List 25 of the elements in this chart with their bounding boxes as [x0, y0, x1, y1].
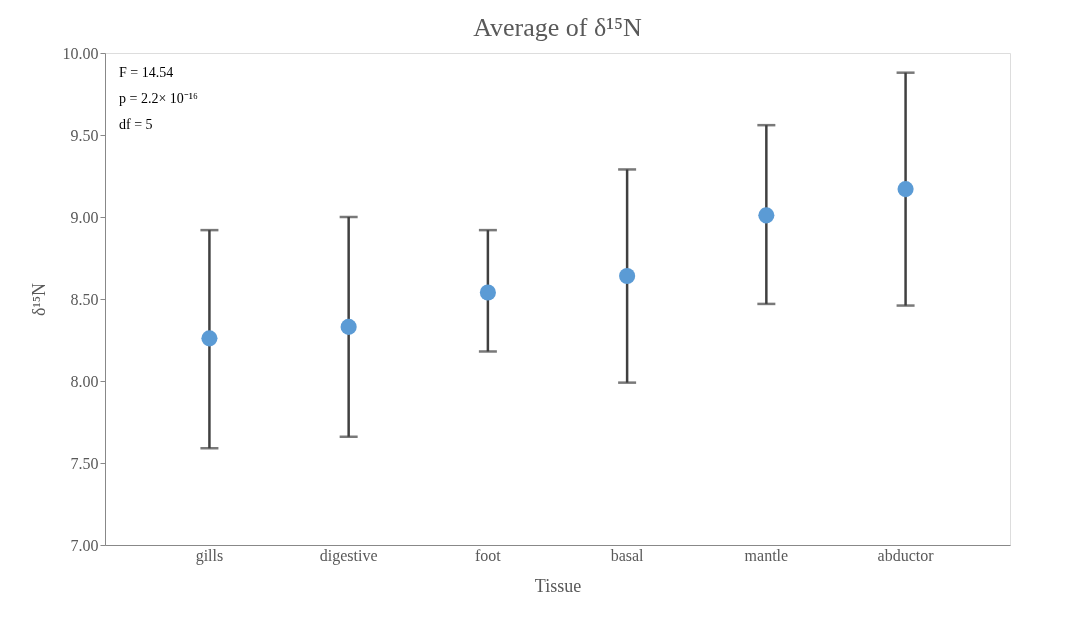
point [897, 181, 914, 198]
y-axis-title: δ¹⁵N [28, 282, 49, 317]
annotation: F = 14.54 [119, 65, 174, 80]
x-tick-label: gills [195, 546, 224, 565]
x-tick-label: basal [610, 546, 645, 564]
annotation: p = 2.2× 10⁻¹⁶ [119, 91, 198, 106]
annotation: df = 5 [119, 117, 153, 132]
y-tick-label: 8.00 [70, 372, 99, 390]
y-tick-label: 9.50 [70, 126, 99, 144]
x-tick-label: digestive [319, 546, 378, 565]
y-tick-label: 8.50 [70, 290, 99, 308]
x-tick-label: mantle [744, 546, 789, 564]
x-tick-label: abductor [877, 546, 935, 564]
y-tick-label: 9.00 [70, 208, 99, 226]
x-tick-label: foot [474, 546, 502, 564]
x-axis-title: Tissue [534, 575, 582, 596]
point [758, 207, 775, 224]
y-tick-label: 7.00 [70, 536, 99, 554]
point [479, 284, 496, 301]
y-tick-label: 7.50 [70, 454, 99, 472]
point [201, 330, 218, 347]
point [340, 318, 357, 335]
point [619, 267, 636, 285]
chart-title: Average of δ¹⁵N [473, 13, 643, 42]
y-tick-label: 10.00 [62, 44, 99, 62]
